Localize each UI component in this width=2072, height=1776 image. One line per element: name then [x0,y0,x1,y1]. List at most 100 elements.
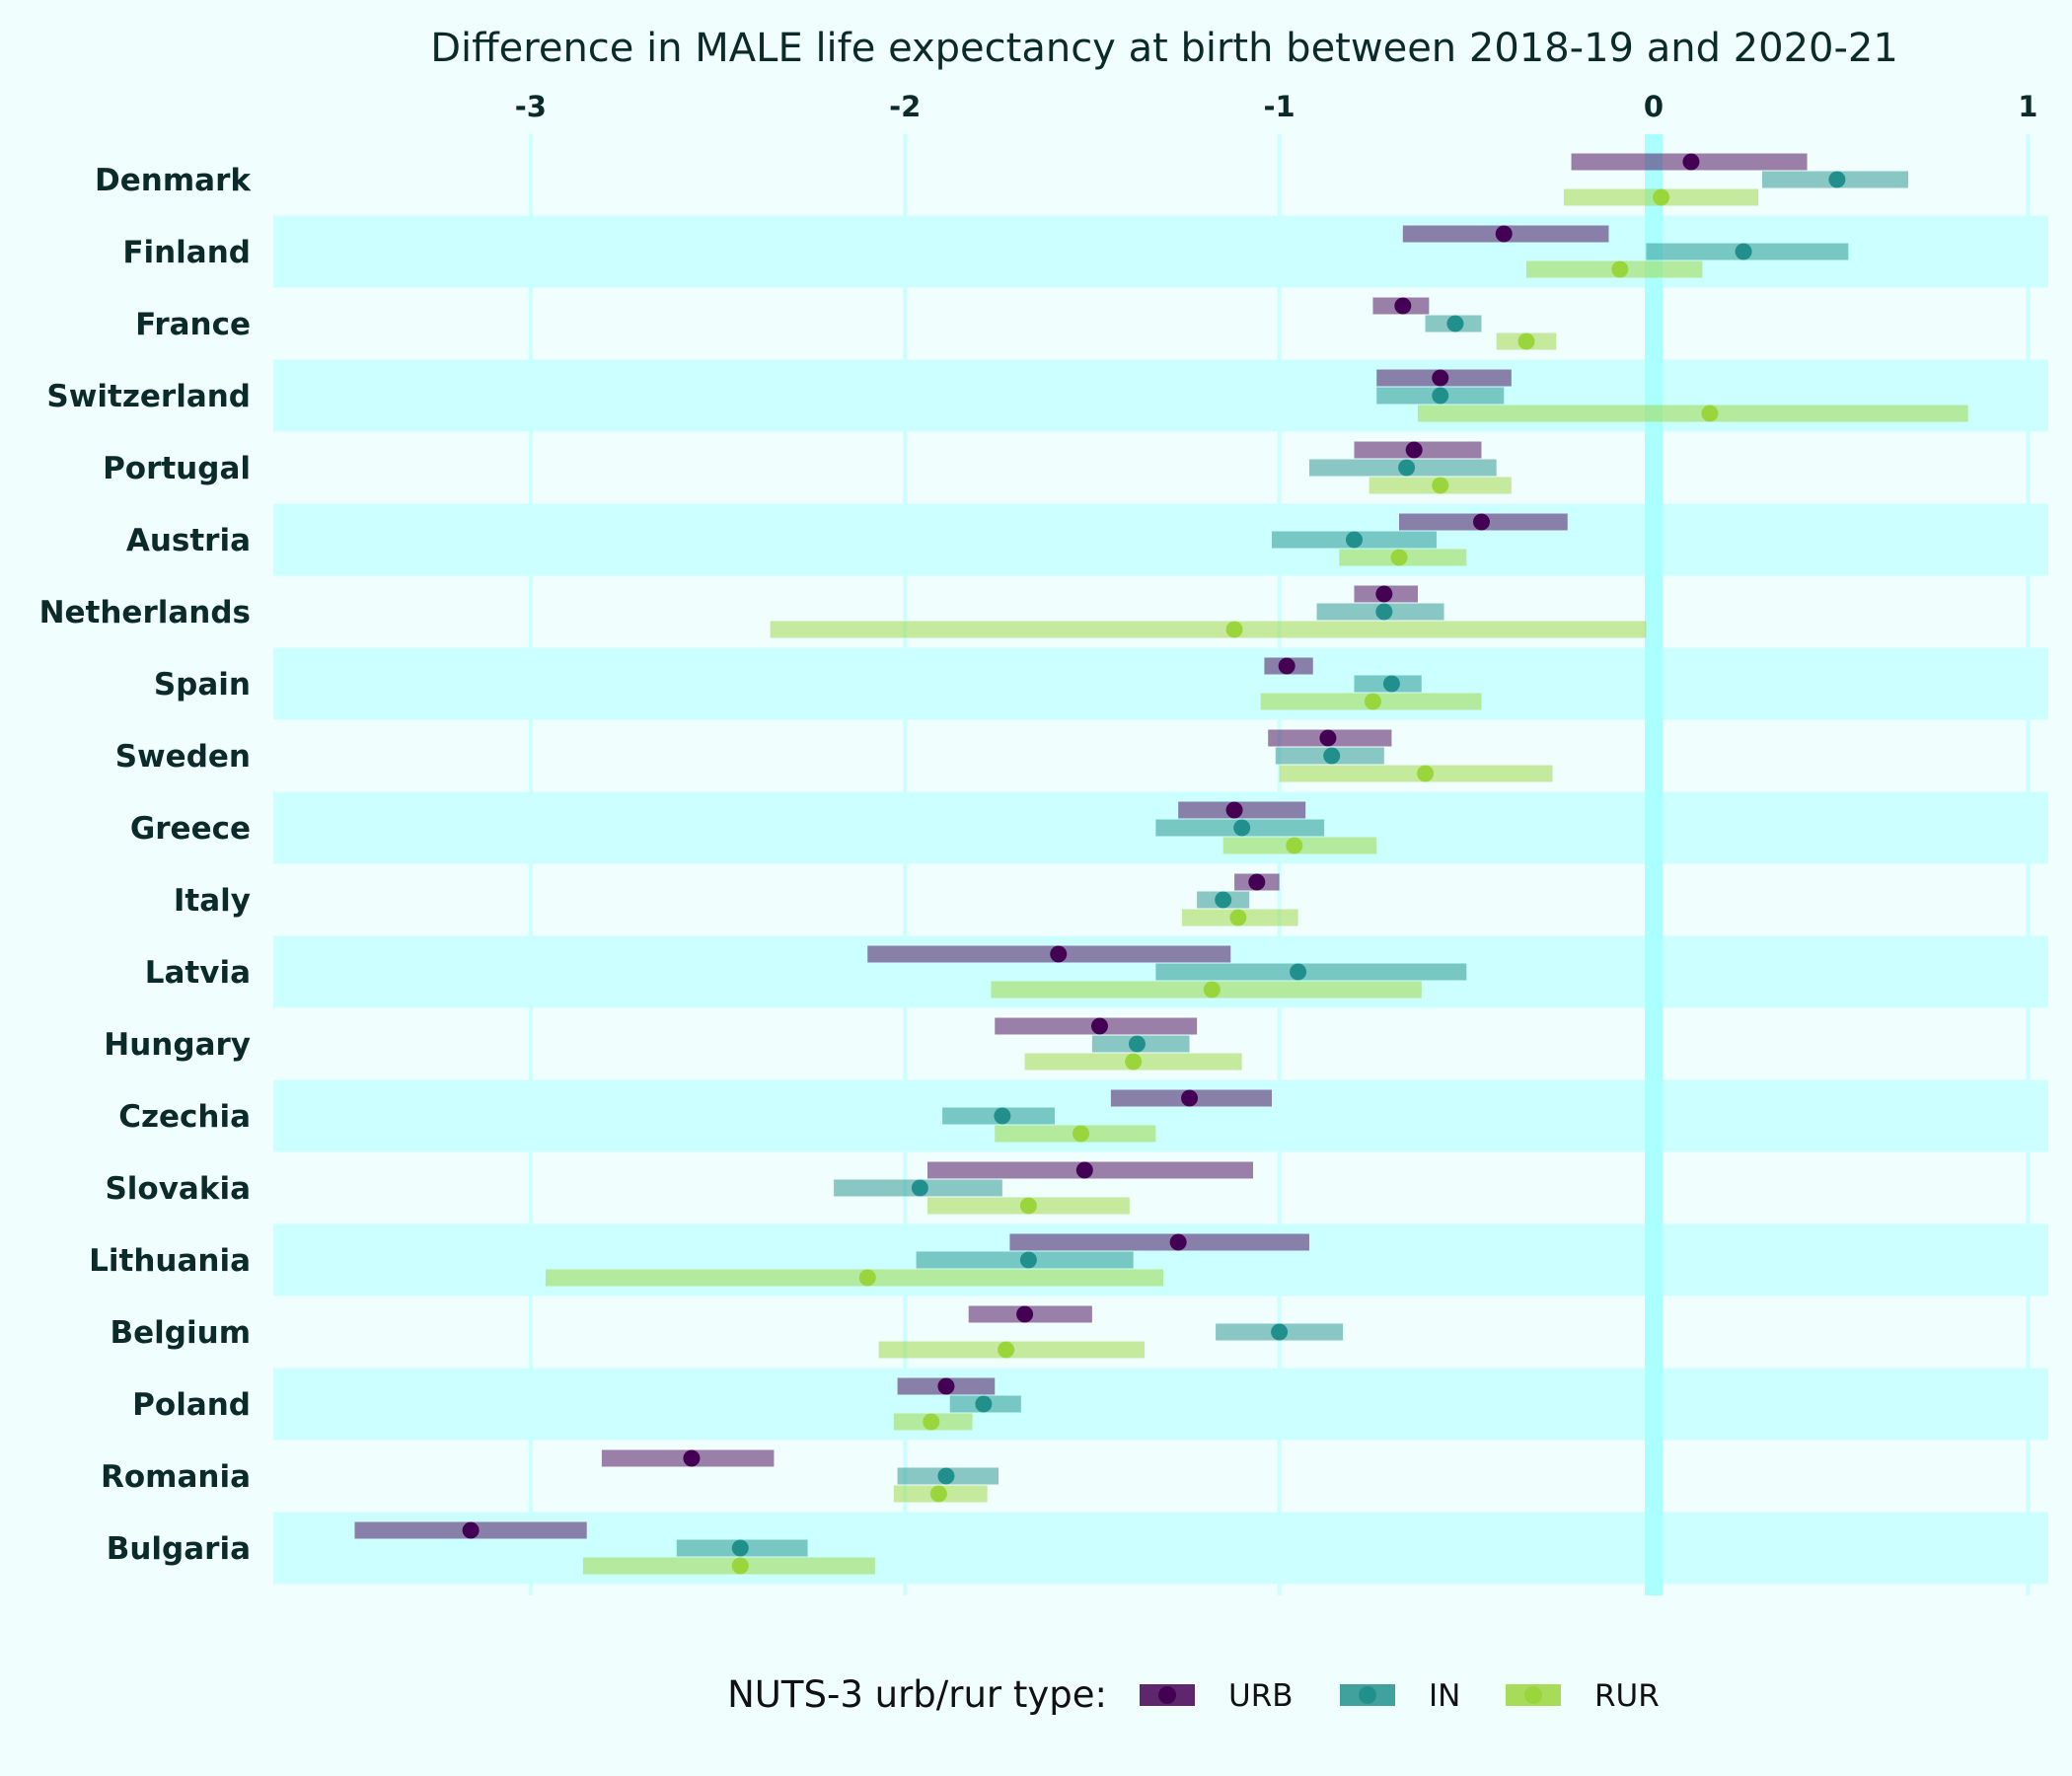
point-in [1233,819,1251,837]
point-rur [1611,260,1629,278]
point-rur [1229,909,1247,926]
range-bar-rur [770,621,1647,638]
country-group [545,1233,1309,1287]
range-bar-urb [1009,1233,1309,1251]
point-urb [937,1377,955,1395]
country-group [354,1521,875,1575]
range-bar-rur [1279,765,1553,782]
country-label: Portugal [103,451,251,486]
legend-label: RUR [1594,1678,1660,1714]
country-group [995,1017,1242,1071]
point-in [1019,1251,1037,1269]
country-label: France [135,307,251,342]
point-urb [1432,369,1449,387]
legend-item-rur: RUR [1506,1678,1660,1714]
country-label: Sweden [115,739,251,775]
point-rur [1225,621,1243,638]
point-urb [1050,945,1068,963]
country-group [1155,801,1377,854]
point-rur [929,1485,947,1503]
country-label: Czechia [118,1099,251,1135]
country-group [1376,369,1968,422]
point-urb [1472,513,1490,531]
point-in [975,1395,993,1413]
point-in [1828,171,1846,188]
row-band [273,503,2048,576]
country-label: Latvia [145,955,251,991]
country-label: Netherlands [39,595,251,630]
country-group [1372,297,1557,350]
country-group [878,1305,1344,1359]
point-rur [1019,1197,1037,1215]
point-urb [683,1449,701,1467]
range-bar-in [1155,963,1467,981]
point-rur [1701,405,1719,422]
point-rur [858,1269,876,1287]
point-in [937,1467,955,1485]
point-rur [923,1413,940,1431]
point-urb [1394,297,1412,315]
range-bar-urb [867,945,1231,963]
point-urb [1682,153,1700,171]
zero-line [1645,134,1663,1595]
x-tick-label: -3 [515,90,547,123]
point-in [731,1539,749,1557]
country-label: Italy [174,883,251,919]
point-in [1323,747,1341,765]
range-bar-rur [1417,405,1968,422]
range-bar-rur [582,1557,875,1575]
point-urb [1319,729,1337,747]
point-rur [1125,1053,1143,1071]
point-in [994,1107,1011,1125]
country-label: Poland [132,1387,251,1423]
point-urb [1375,585,1393,603]
country-group [1402,225,1849,278]
legend-item-urb: URB [1140,1678,1294,1714]
point-rur [1517,333,1535,350]
country-label: Austria [126,523,251,558]
point-in [1432,387,1449,405]
point-urb [1495,225,1513,243]
legend-label: IN [1429,1678,1460,1714]
point-urb [1016,1305,1034,1323]
legend: NUTS-3 urb/rur type: URB IN RUR [727,1673,1660,1716]
country-group [1308,441,1512,494]
x-tick-label: -2 [889,90,921,123]
x-axis: -3 -2 -1 0 1 [515,90,2038,123]
point-rur [1073,1125,1090,1143]
x-tick-label: 1 [2018,90,2037,123]
country-axis: Denmark Finland France Switzerland Portugal A… [39,163,253,1567]
legend-swatch-dot [1158,1686,1176,1704]
row-band [273,647,2048,720]
point-in [1345,531,1363,549]
row-bands [273,215,2048,1585]
point-urb [1075,1161,1093,1179]
country-label: Bulgaria [107,1531,251,1567]
point-in [1271,1323,1289,1341]
point-in [1128,1035,1146,1053]
point-urb [1225,801,1243,819]
point-rur [1653,188,1670,206]
country-label: Greece [130,811,251,847]
country-group [942,1089,1273,1143]
country-group [834,1161,1254,1215]
point-rur [1390,549,1408,566]
point-urb [1405,441,1423,459]
point-in [1446,315,1464,333]
country-label: Hungary [104,1027,251,1063]
legend-swatch-dot [1359,1686,1376,1704]
country-label: Spain [154,667,251,703]
point-in [1375,603,1393,621]
country-group [601,1449,999,1503]
point-rur [1203,981,1221,999]
point-rur [1364,693,1381,710]
country-group [1181,873,1298,926]
point-rur [1432,477,1449,494]
legend-title: NUTS-3 urb/rur type: [727,1673,1107,1716]
country-group [867,945,1467,999]
zero-reference [1645,134,1663,1595]
legend-item-in: IN [1340,1678,1460,1714]
